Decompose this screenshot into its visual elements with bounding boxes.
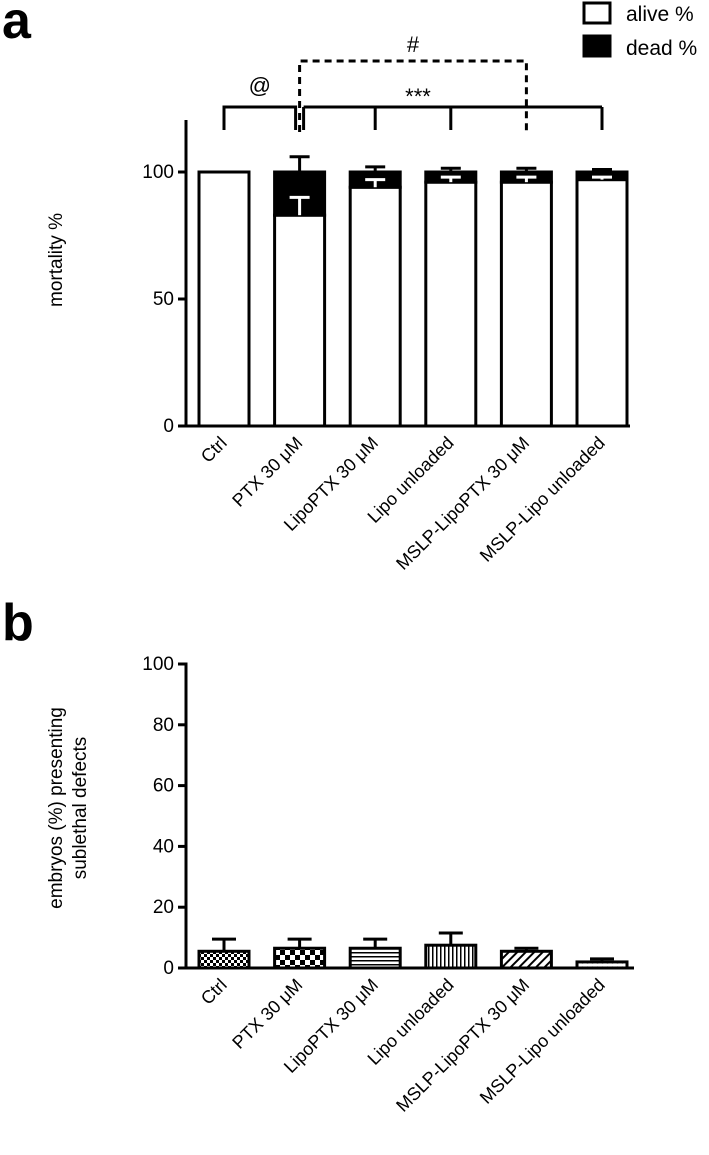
y-tick-label-100: 100 <box>142 162 174 183</box>
bar-lipoptx-30-m <box>348 946 402 970</box>
legend-swatch-alive <box>582 1 612 25</box>
panel-b-y-axis-label-line2: sublethal defects <box>70 737 91 880</box>
y-tick-label-b-60: 60 <box>153 776 174 797</box>
annotation-stars: *** <box>405 84 431 109</box>
x-tick-label-b-ptx-30-m: PTX 30 μM <box>228 975 306 1053</box>
bar-ctrl <box>197 949 251 970</box>
bracket-at <box>222 105 298 130</box>
panel-a-legend: alive % dead % <box>582 1 697 60</box>
legend-label-alive: alive % <box>626 3 694 26</box>
x-tick-label-ptx-30-m: PTX 30 μM <box>228 433 306 511</box>
panel-b-bars <box>197 931 629 970</box>
bar-mslp-lipoptx-30-m <box>499 949 553 970</box>
panel-a-bars <box>197 155 629 428</box>
bar-alive-mslp-lipoptx-30-m <box>499 180 553 428</box>
bracket-hash <box>298 59 528 132</box>
panel-label-b: b <box>2 594 34 652</box>
bar-alive-lipo-unloaded <box>424 180 478 428</box>
panel-b-y-axis-label-line1: embryos (%) presenting <box>46 707 67 909</box>
x-tick-label-b-mslp-lipoptx-30-m: MSLP-LipoPTX 30 μM <box>392 975 533 1116</box>
y-tick-label-b-20: 20 <box>153 897 174 918</box>
bar-alive-ctrl <box>197 170 251 428</box>
x-tick-label-b-ctrl: Ctrl <box>197 975 231 1009</box>
y-tick-label-0: 0 <box>163 416 174 437</box>
x-tick-label-ctrl: Ctrl <box>197 433 231 467</box>
y-tick-label-50: 50 <box>153 289 174 310</box>
panel-label-a: a <box>2 0 32 50</box>
annotation-hash: # <box>407 32 420 57</box>
bar-ptx-30-m <box>273 946 327 970</box>
bar-alive-mslp-lipo-unloaded <box>575 178 629 428</box>
legend-swatch-dead <box>582 34 612 58</box>
panel-a-annotations: @ # *** <box>222 32 604 132</box>
y-tick-label-b-100: 100 <box>142 654 174 675</box>
legend-label-dead: dead % <box>626 37 697 60</box>
bar-alive-lipoptx-30-m <box>348 185 402 428</box>
y-tick-label-b-0: 0 <box>163 958 174 979</box>
panel-a-y-axis-label: mortality % <box>46 213 67 307</box>
x-tick-label-b-mslp-lipo-unloaded: MSLP-Lipo unloaded <box>476 975 609 1108</box>
y-tick-label-b-80: 80 <box>153 715 174 736</box>
annotation-at: @ <box>249 73 271 98</box>
bar-alive-ptx-30-m <box>273 213 327 428</box>
x-tick-label-mslp-lipo-unloaded: MSLP-Lipo unloaded <box>476 433 609 566</box>
x-tick-label-mslp-lipoptx-30-m: MSLP-LipoPTX 30 μM <box>392 433 533 574</box>
y-tick-label-b-40: 40 <box>153 836 174 857</box>
bar-lipo-unloaded <box>424 943 478 970</box>
